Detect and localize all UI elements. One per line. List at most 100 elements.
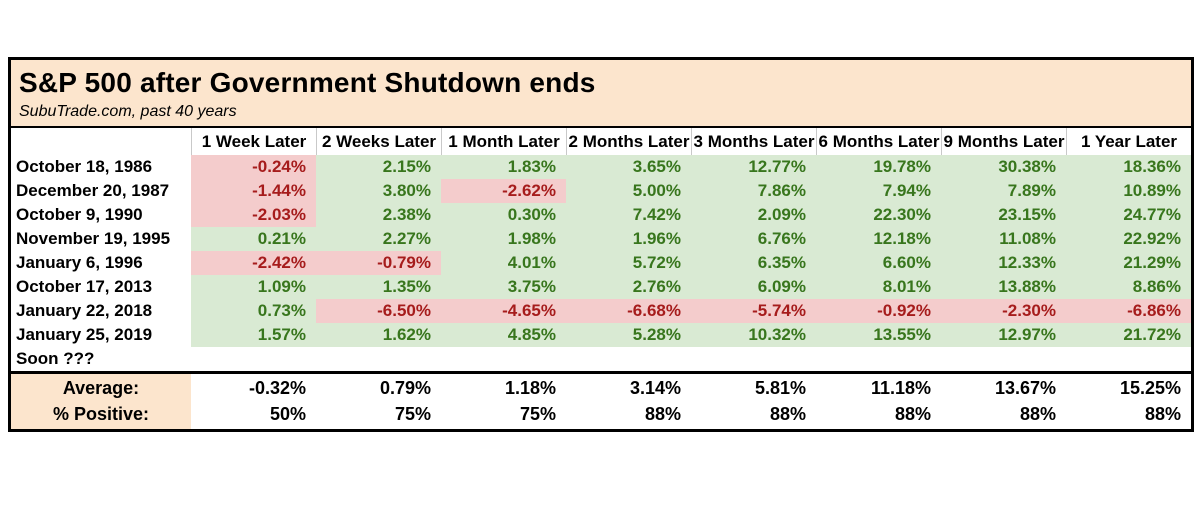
value-cell: -0.92% bbox=[816, 299, 941, 323]
table-row: December 20, 1987 -1.44% 3.80% -2.62% 5.00% 7… bbox=[11, 179, 1191, 203]
value-cell: 13.88% bbox=[941, 275, 1066, 299]
summary-row: Average: -0.32% 0.79% 1.18% 3.14% 5.81% 11.18%… bbox=[11, 371, 1191, 400]
value-cell: 0.21% bbox=[191, 227, 316, 251]
value-cell: 21.29% bbox=[1066, 251, 1191, 275]
value-cell bbox=[441, 347, 566, 371]
summary-value: 5.81% bbox=[754, 378, 806, 398]
summary-value: 0.79% bbox=[379, 378, 431, 398]
row-label: November 19, 1995 bbox=[11, 227, 191, 251]
value-cell: 11.08% bbox=[941, 227, 1066, 251]
value-cell: 3.65% bbox=[566, 155, 691, 179]
value-cell: 12.33% bbox=[941, 251, 1066, 275]
value-cell: 1.09% bbox=[191, 275, 316, 299]
column-header: 1 Week Later bbox=[191, 128, 316, 155]
value-cell: -6.50% bbox=[316, 299, 441, 323]
value-cell: 1.35% bbox=[316, 275, 441, 299]
value-cell: 10.32% bbox=[691, 323, 816, 347]
value-cell: 6.09% bbox=[691, 275, 816, 299]
value-cell: 2.38% bbox=[316, 203, 441, 227]
value-cell: 18.36% bbox=[1066, 155, 1191, 179]
summary-value: 50% bbox=[269, 404, 306, 424]
value-cell: -2.62% bbox=[441, 179, 566, 203]
summary-value: 15.25% bbox=[1119, 378, 1181, 398]
value-cell: 12.77% bbox=[691, 155, 816, 179]
summary-value: 75% bbox=[394, 404, 431, 424]
value-cell: 12.97% bbox=[941, 323, 1066, 347]
summary-value: 11.18% bbox=[870, 378, 931, 398]
value-cell: 6.35% bbox=[691, 251, 816, 275]
summary-value: 13.67% bbox=[994, 378, 1056, 398]
value-cell: 5.28% bbox=[566, 323, 691, 347]
value-cell: -5.74% bbox=[691, 299, 816, 323]
value-cell: -0.24% bbox=[191, 155, 316, 179]
value-cell: 22.92% bbox=[1066, 227, 1191, 251]
value-cell: 19.78% bbox=[816, 155, 941, 179]
column-header: 6 Months Later bbox=[816, 128, 941, 155]
column-header: 9 Months Later bbox=[941, 128, 1066, 155]
value-cell: 4.85% bbox=[441, 323, 566, 347]
value-cell: -6.86% bbox=[1066, 299, 1191, 323]
value-cell bbox=[941, 347, 1066, 371]
value-cell: 22.30% bbox=[816, 203, 941, 227]
value-cell: 21.72% bbox=[1066, 323, 1191, 347]
value-cell: 2.76% bbox=[566, 275, 691, 299]
column-header-spacer bbox=[11, 128, 191, 155]
table-row: November 19, 1995 0.21% 2.27% 1.98% 1.96% 6.7… bbox=[11, 227, 1191, 251]
summary-label: % Positive: bbox=[11, 400, 191, 429]
value-cell: 2.27% bbox=[316, 227, 441, 251]
summary-value: -0.32% bbox=[248, 378, 306, 398]
value-cell: 4.01% bbox=[441, 251, 566, 275]
column-header: 1 Year Later bbox=[1066, 128, 1191, 155]
table-row: January 22, 2018 0.73% -6.50% -4.65% -6.68% -… bbox=[11, 299, 1191, 323]
value-cell bbox=[1066, 347, 1191, 371]
summary-row: % Positive: 50% 75% 75% 88% 88% 88% 88% 88% bbox=[11, 400, 1191, 429]
column-header: 2 Months Later bbox=[566, 128, 691, 155]
value-cell: -6.68% bbox=[566, 299, 691, 323]
value-cell: 6.60% bbox=[816, 251, 941, 275]
row-label: January 6, 1996 bbox=[11, 251, 191, 275]
value-cell: 10.89% bbox=[1066, 179, 1191, 203]
value-cell: 12.18% bbox=[816, 227, 941, 251]
value-cell: 13.55% bbox=[816, 323, 941, 347]
column-header: 3 Months Later bbox=[691, 128, 816, 155]
value-cell: 0.30% bbox=[441, 203, 566, 227]
summary-value: 88% bbox=[894, 404, 931, 424]
figure-subtitle: SubuTrade.com, past 40 years bbox=[19, 103, 237, 120]
header-row: 1 Week Later 2 Weeks Later 1 Month Later 2 … bbox=[11, 128, 1191, 155]
value-cell: 3.75% bbox=[441, 275, 566, 299]
value-cell: 1.83% bbox=[441, 155, 566, 179]
value-cell: -2.42% bbox=[191, 251, 316, 275]
figure-title: S&P 500 after Government Shutdown ends bbox=[19, 67, 596, 98]
value-cell: -4.65% bbox=[441, 299, 566, 323]
value-cell: 7.94% bbox=[816, 179, 941, 203]
results-table: S&P 500 after Government Shutdown ends S… bbox=[8, 57, 1194, 432]
value-cell: 6.76% bbox=[691, 227, 816, 251]
value-cell: 5.00% bbox=[566, 179, 691, 203]
row-label: October 17, 2013 bbox=[11, 275, 191, 299]
value-cell: -2.30% bbox=[941, 299, 1066, 323]
value-cell bbox=[816, 347, 941, 371]
summary-value: 88% bbox=[1144, 404, 1181, 424]
value-cell: 0.73% bbox=[191, 299, 316, 323]
table-row: October 17, 2013 1.09% 1.35% 3.75% 2.76% 6.09… bbox=[11, 275, 1191, 299]
value-cell: 7.89% bbox=[941, 179, 1066, 203]
value-cell: 2.15% bbox=[316, 155, 441, 179]
summary-value: 75% bbox=[519, 404, 556, 424]
summary-value: 88% bbox=[644, 404, 681, 424]
table-row: January 6, 1996 -2.42% -0.79% 4.01% 5.72% 6.3… bbox=[11, 251, 1191, 275]
summary-value: 88% bbox=[1019, 404, 1056, 424]
table-row: October 18, 1986 -0.24% 2.15% 1.83% 3.65% 12.… bbox=[11, 155, 1191, 179]
table-body: 1 Week Later 2 Weeks Later 1 Month Later 2 … bbox=[11, 128, 1191, 429]
row-label: January 25, 2019 bbox=[11, 323, 191, 347]
summary-value: 3.14% bbox=[629, 378, 681, 398]
row-label: Soon ??? bbox=[11, 347, 191, 371]
value-cell bbox=[316, 347, 441, 371]
value-cell bbox=[691, 347, 816, 371]
table-row: January 25, 2019 1.57% 1.62% 4.85% 5.28% 10.3… bbox=[11, 323, 1191, 347]
value-cell: 1.62% bbox=[316, 323, 441, 347]
table-row: Soon ??? bbox=[11, 347, 1191, 371]
summary-value: 88% bbox=[769, 404, 806, 424]
value-cell bbox=[566, 347, 691, 371]
value-cell: 1.98% bbox=[441, 227, 566, 251]
